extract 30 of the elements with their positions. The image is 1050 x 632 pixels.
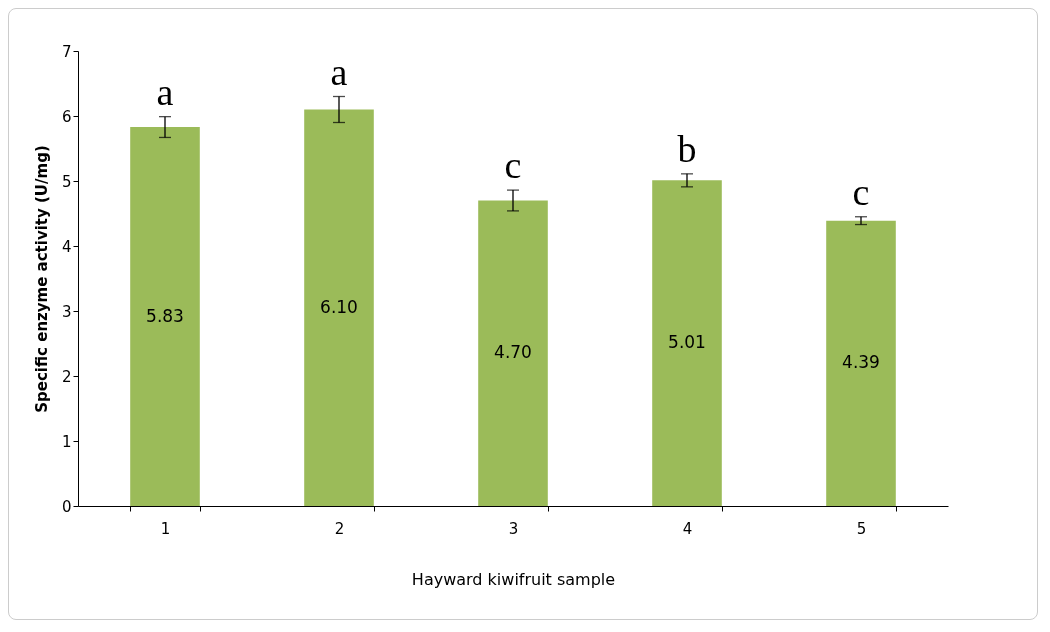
y-tick-label: 0 [61, 497, 72, 516]
y-tick-label: 2 [61, 367, 72, 386]
annotation: c [852, 170, 870, 213]
annotation: a [330, 50, 348, 93]
bar [478, 200, 548, 506]
annotation: c [504, 144, 522, 187]
y-tick-label: 4 [61, 237, 72, 256]
data-label: 6.10 [320, 296, 358, 317]
y-tick-label: 1 [61, 432, 72, 451]
annotation: b [677, 127, 697, 170]
bar [652, 180, 722, 506]
data-label: 5.01 [668, 332, 706, 353]
bar [304, 109, 374, 506]
y-tick-label: 5 [61, 172, 72, 191]
y-axis-title: Specific enzyme activity (U/mg) [32, 145, 51, 413]
y-tick-label: 3 [61, 302, 72, 321]
data-label: 4.39 [842, 352, 880, 373]
data-label: 4.70 [494, 342, 532, 363]
x-tick-label: 1 [160, 519, 171, 538]
data-label: 5.83 [146, 305, 184, 326]
bar [826, 220, 896, 506]
x-axis-title: Hayward kiwifruit sample [411, 569, 616, 589]
y-tick-label: 6 [61, 107, 72, 126]
x-tick-label: 5 [856, 519, 867, 538]
y-tick-label: 7 [61, 42, 72, 61]
bar [130, 127, 200, 506]
x-tick-label: 2 [334, 519, 345, 538]
x-tick-label: 3 [508, 519, 519, 538]
annotation: a [156, 70, 174, 113]
x-tick-label: 4 [682, 519, 693, 538]
